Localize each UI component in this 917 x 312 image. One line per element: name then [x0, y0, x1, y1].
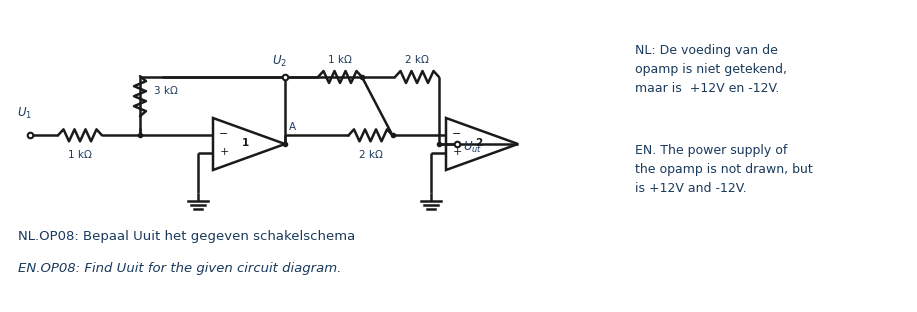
Text: +: +	[219, 147, 228, 157]
Text: 2 kΩ: 2 kΩ	[359, 150, 382, 160]
Text: 2 kΩ: 2 kΩ	[405, 55, 429, 65]
Text: −: −	[452, 129, 461, 139]
Text: 3 kΩ: 3 kΩ	[154, 86, 178, 96]
Text: 2: 2	[475, 138, 482, 148]
Text: NL: De voeding van de
opamp is niet getekend,
maar is  +12V en -12V.: NL: De voeding van de opamp is niet gete…	[635, 44, 787, 95]
Text: 1: 1	[242, 138, 249, 148]
Text: A: A	[289, 122, 296, 132]
Text: EN. The power supply of
the opamp is not drawn, but
is +12V and -12V.: EN. The power supply of the opamp is not…	[635, 144, 812, 195]
Text: −: −	[219, 129, 228, 139]
Text: +: +	[452, 147, 461, 157]
Text: $U_1$: $U_1$	[17, 106, 32, 121]
Text: 1 kΩ: 1 kΩ	[68, 150, 92, 160]
Text: NL.OP08: Bepaal Uuit het gegeven schakelschema: NL.OP08: Bepaal Uuit het gegeven schakel…	[18, 230, 355, 243]
Text: EN.OP08: Find Uuit for the given circuit diagram.: EN.OP08: Find Uuit for the given circuit…	[18, 262, 341, 275]
Text: 1 kΩ: 1 kΩ	[328, 55, 352, 65]
Text: $U_2$: $U_2$	[272, 54, 288, 69]
Text: $U_{ut}$: $U_{ut}$	[463, 139, 482, 154]
